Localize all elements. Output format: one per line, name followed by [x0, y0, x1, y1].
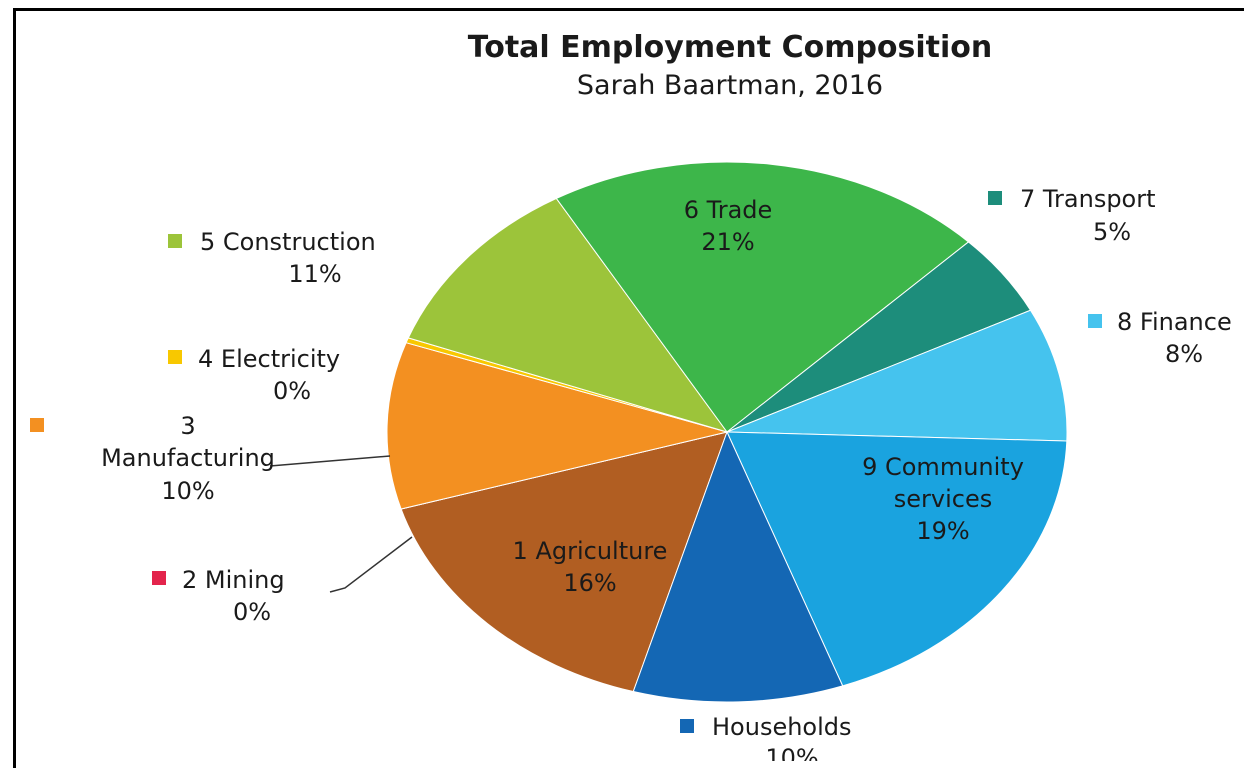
label-manufacturing-value: 10% [161, 477, 214, 505]
label-manufacturing-num: 3 [180, 412, 195, 440]
label-transport-value: 5% [1093, 218, 1131, 246]
label-trade-name: 6 Trade [684, 196, 773, 224]
label-mining-value: 0% [233, 598, 271, 626]
pie-slices [386, 161, 1068, 703]
pie-slice-9-community-services [726, 431, 1068, 687]
label-community-value: 19% [916, 517, 969, 545]
pie-slice-3-manufacturing [386, 342, 728, 510]
label-construction-name: 5 Construction [200, 228, 376, 256]
pie-slice-1-agriculture [400, 431, 728, 693]
legend-marker-manufacturing [30, 418, 44, 432]
chart-subtitle: Sarah Baartman, 2016 [576, 70, 884, 101]
pie-slice-8-finance [726, 309, 1068, 442]
legend-marker-households [680, 719, 694, 733]
leader-line-manufacturing [269, 455, 391, 467]
label-manufacturing-name: Manufacturing [101, 444, 275, 472]
pie-slice-6-trade [555, 161, 970, 433]
label-agriculture-name: 1 Agriculture [513, 537, 668, 565]
label-households-value: 10% [765, 744, 818, 761]
label-electricity-name: 4 Electricity [198, 345, 340, 373]
label-households-name: Households [712, 713, 852, 741]
legend-marker-construction [168, 234, 182, 248]
label-mining-name: 2 Mining [182, 566, 285, 594]
label-electricity-value: 0% [273, 377, 311, 405]
label-finance-name: 8 Finance [1117, 308, 1232, 336]
label-community-name-2: services [894, 485, 992, 513]
leader-line-mining [329, 536, 413, 593]
label-trade-value: 21% [701, 228, 754, 256]
leader-lines [269, 455, 413, 593]
label-transport-name: 7 Transport [1020, 185, 1156, 213]
legend-marker-mining [152, 571, 166, 585]
legend-marker-electricity [168, 350, 182, 364]
legend-marker-transport [988, 191, 1002, 205]
label-construction-value: 11% [288, 260, 341, 288]
pie-slice-households [632, 430, 844, 703]
legend-marker-finance [1088, 314, 1102, 328]
chart-frame [13, 8, 1244, 768]
label-community-name: 9 Community [862, 453, 1024, 481]
pie-slice-5-construction [407, 197, 729, 433]
label-agriculture-value: 16% [563, 569, 616, 597]
chart-title: Total Employment Composition [467, 30, 993, 65]
label-finance-value: 8% [1165, 340, 1203, 368]
